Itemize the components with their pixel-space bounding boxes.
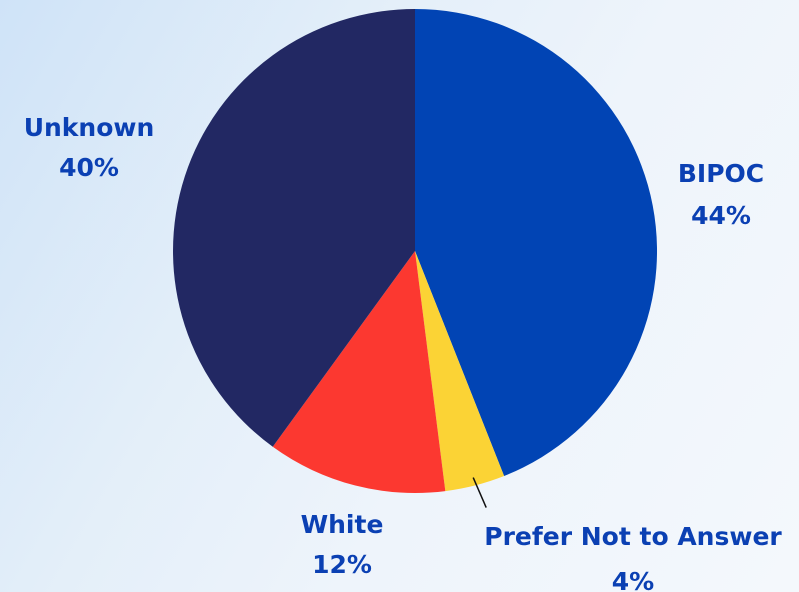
label-white-name: White — [301, 510, 384, 539]
label-bipoc-name: BIPOC — [678, 159, 764, 188]
pie-slice-unknown — [173, 9, 415, 447]
label-unknown-value: 40% — [59, 153, 119, 182]
label-prefer-not-name: Prefer Not to Answer — [484, 522, 782, 551]
pie-slices — [173, 9, 658, 493]
label-unknown-name: Unknown — [24, 113, 155, 142]
label-white-value: 12% — [312, 550, 372, 579]
leader-line-prefer-not-to-answer — [472, 477, 487, 508]
label-bipoc-value: 44% — [691, 201, 751, 230]
label-prefer-not-value: 4% — [612, 567, 654, 592]
pie-slice-prefer-not-to-answer — [415, 251, 505, 492]
pie-slice-white — [272, 251, 446, 493]
pie-slice-bipoc — [415, 9, 658, 477]
